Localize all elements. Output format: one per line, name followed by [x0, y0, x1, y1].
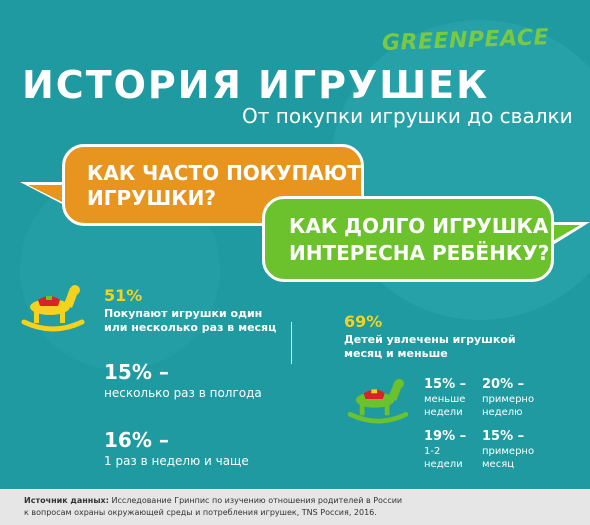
source-text: Исследование Гринпис по изучению отношен…	[109, 496, 402, 505]
stat-value: 15% –	[482, 430, 524, 443]
stat-description: примерно неделю	[482, 394, 534, 419]
stat-value: 19% –	[424, 430, 466, 443]
stat-description: примерно месяц	[482, 446, 534, 471]
stat-value: 15% –	[424, 378, 466, 391]
greenpeace-logo: GREENPEACE	[382, 25, 553, 59]
stat-description: Покупают игрушки один или несколько раз …	[104, 307, 276, 335]
stat-value: 15% –	[104, 362, 169, 382]
stat-description-line: Покупают игрушки один	[104, 307, 276, 321]
stat-description-line: неделю	[482, 407, 534, 420]
stat-description-line: месяц	[482, 459, 534, 472]
bubble-tail-orange-fill	[28, 185, 66, 204]
divider	[291, 322, 292, 364]
question-line: КАК ДОЛГО ИГРУШКА	[289, 213, 551, 240]
stat-value: 69%	[344, 314, 382, 330]
rocking-horse-icon	[20, 282, 86, 332]
stat-description: несколько раз в полгода	[104, 386, 262, 401]
stat-description-line: недели	[424, 459, 463, 472]
stat-value: 16% –	[104, 430, 169, 450]
source-line: Источник данных: Исследование Гринпис по…	[24, 495, 590, 507]
stat-description-line: недели	[424, 407, 465, 420]
stat-description: меньше недели	[424, 394, 465, 419]
stat-description-line: или несколько раз в месяц	[104, 321, 276, 335]
stat-description-line: 1-2	[424, 446, 463, 459]
question-line: ИНТЕРЕСНА РЕБЁНКУ?	[289, 240, 551, 267]
question-line: КАК ЧАСТО ПОКУПАЮТ	[87, 161, 361, 186]
stat-description-line: месяц и меньше	[344, 347, 516, 361]
stat-description-line: Детей увлечены игрушкой	[344, 333, 516, 347]
rocking-horse-icon	[346, 376, 410, 424]
stat-description: 1-2 недели	[424, 446, 463, 471]
stat-value: 51%	[104, 288, 142, 304]
stat-description: 1 раз в неделю и чаще	[104, 454, 249, 469]
page-subtitle: От покупки игрушки до свалки	[242, 106, 573, 126]
source-label: Источник данных:	[24, 496, 109, 505]
stat-description-line: примерно	[482, 394, 534, 407]
stat-value: 20% –	[482, 378, 524, 391]
stat-description: Детей увлечены игрушкой месяц и меньше	[344, 333, 516, 361]
page-title: ИСТОРИЯ ИГРУШЕК	[22, 66, 489, 104]
stat-description-line: меньше	[424, 394, 465, 407]
source-footer: Источник данных: Исследование Гринпис по…	[0, 489, 590, 525]
stat-description-line: примерно	[482, 446, 534, 459]
source-text: к вопросам охраны окружающей среды и пот…	[24, 507, 590, 519]
question-bubble-interest: КАК ДОЛГО ИГРУШКА ИНТЕРЕСНА РЕБЁНКУ?	[262, 196, 554, 282]
